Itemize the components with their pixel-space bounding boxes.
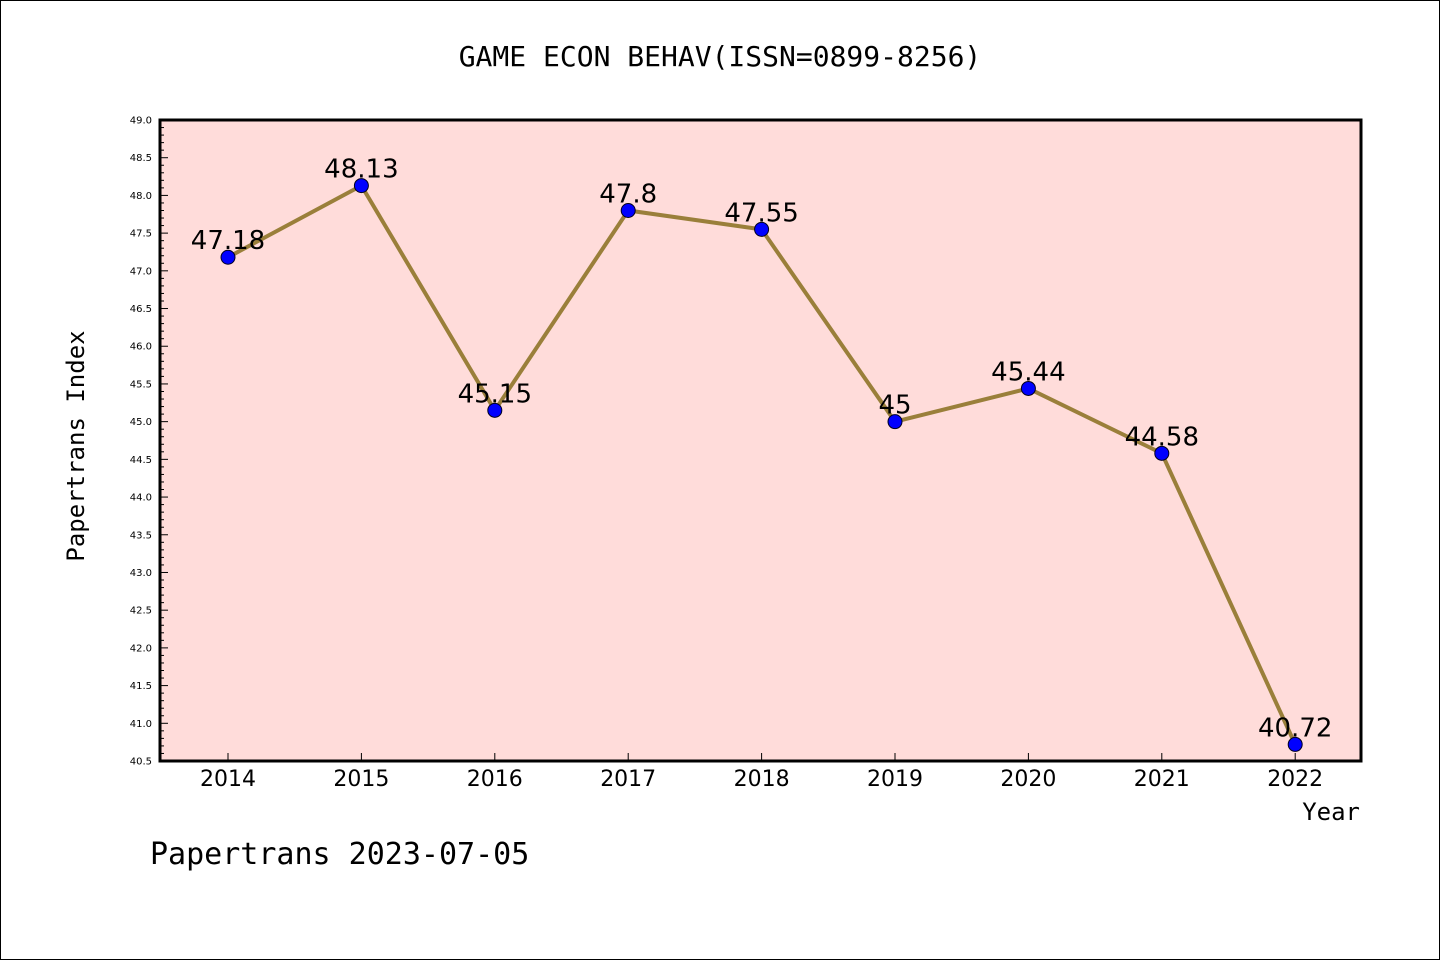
data-point [620,202,636,218]
x-tick-label: 2017 [600,767,656,792]
data-label: 47.18 [191,226,265,256]
x-tick-label: 2021 [1134,767,1190,792]
data-point [1154,445,1170,461]
x-tick-label: 2020 [1000,767,1056,792]
x-tick-label: 2022 [1267,767,1323,792]
data-point [887,414,903,430]
data-label: 44.58 [1125,422,1199,452]
x-axis-label: Year [1302,798,1360,826]
data-label: 45 [878,391,911,421]
x-tick-label: 2014 [200,767,256,792]
data-point [1287,736,1303,752]
footer-text: Papertrans 2023-07-05 [150,837,529,872]
y-tick-label: 41.0 [130,719,152,730]
y-tick-label: 40.5 [130,757,152,768]
x-tick-label: 2016 [467,767,523,792]
y-tick-label: 44.0 [130,493,152,504]
y-tick-label: 47.0 [130,266,152,277]
y-tick-label: 45.5 [130,379,152,390]
y-tick-label: 47.5 [130,229,152,240]
data-point [487,402,503,418]
data-label: 40.72 [1258,713,1332,743]
y-tick-label: 42.5 [130,606,152,617]
data-labels: 47.18 48.13 45.15 47.8 47.55 45 45.44 44.58 40.7… [191,155,1333,744]
data-point [220,249,236,265]
data-point [754,221,770,237]
data-label: 45.15 [458,379,532,409]
x-tick-label: 2015 [333,767,389,792]
plot-border [158,118,1363,763]
y-tick-label: 41.5 [130,681,152,692]
chart-title: GAME ECON BEHAV(ISSN=0899-8256) [459,40,982,73]
x-axis-ticks: 2014 2015 2016 2017 2018 2019 2020 2021 2022 [200,753,1323,792]
data-label: 45.44 [991,357,1065,387]
y-tick-label: 43.5 [130,530,152,541]
y-tick-label: 48.0 [130,191,152,202]
x-tick-label: 2019 [867,767,923,792]
y-tick-label: 49.0 [130,116,152,127]
y-tick-label: 46.5 [130,304,152,315]
y-tick-label: 46.0 [130,342,152,353]
data-point [353,178,369,194]
y-axis-ticks: 40.5 41.0 41.5 42.0 42.5 43.0 43.5 44.0 44.5 45.0… [130,116,168,768]
y-tick-label: 44.5 [130,455,152,466]
data-label: 47.8 [599,179,657,209]
y-axis-label: Papertrans Index [62,330,90,561]
y-tick-label: 48.5 [130,153,152,164]
data-label: 47.55 [724,198,798,228]
data-point [1020,380,1036,396]
x-tick-label: 2018 [734,767,790,792]
y-tick-label: 43.0 [130,568,152,579]
data-label: 48.13 [324,155,398,185]
y-tick-label: 42.0 [130,643,152,654]
y-tick-label: 45.0 [130,417,152,428]
data-points [220,178,1303,752]
